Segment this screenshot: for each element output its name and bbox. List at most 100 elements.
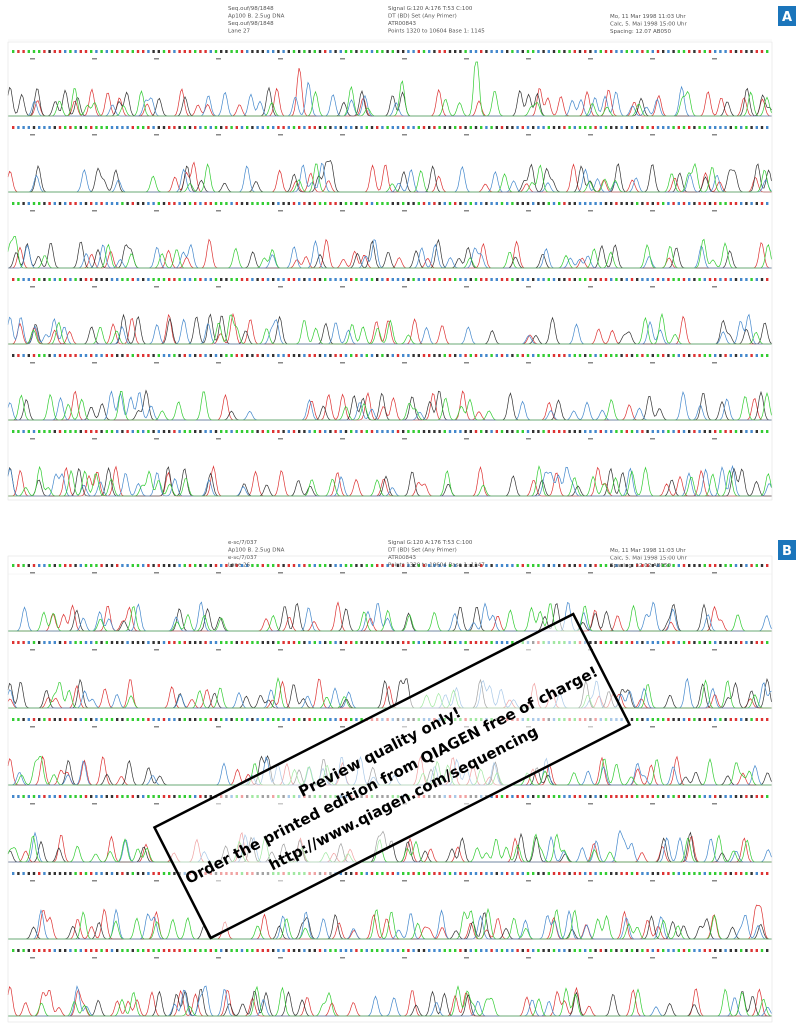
base-call xyxy=(152,50,155,53)
base-call xyxy=(266,564,270,567)
base-call xyxy=(209,430,212,433)
base-call xyxy=(625,202,628,205)
base-call xyxy=(433,641,436,644)
base-call xyxy=(636,126,639,129)
base-call xyxy=(412,872,415,875)
base-call xyxy=(677,641,680,644)
base-call xyxy=(292,949,296,952)
base-call xyxy=(698,126,701,129)
base-call xyxy=(256,564,259,567)
position-mark xyxy=(712,286,717,288)
base-call xyxy=(547,202,550,205)
base-call xyxy=(105,126,108,129)
base-call xyxy=(454,50,457,53)
base-call xyxy=(381,126,384,129)
base-call xyxy=(240,354,244,357)
base-call xyxy=(339,718,342,721)
base-call xyxy=(516,949,519,952)
trace xyxy=(8,601,772,632)
base-call xyxy=(256,949,259,952)
base-call xyxy=(760,564,764,567)
position-mark xyxy=(216,957,221,959)
base-call xyxy=(552,564,556,567)
base-call xyxy=(599,126,602,129)
base-call xyxy=(136,949,140,952)
base-call xyxy=(521,949,524,952)
base-call xyxy=(157,430,160,433)
base-call xyxy=(121,795,124,798)
base-call xyxy=(22,872,25,875)
base-call xyxy=(235,126,238,129)
base-call xyxy=(766,795,769,798)
base-call xyxy=(480,202,483,205)
base-call xyxy=(615,278,618,281)
base-call xyxy=(100,430,103,433)
base-call xyxy=(672,795,675,798)
base-call xyxy=(521,564,524,567)
base-call xyxy=(563,430,566,433)
base-call xyxy=(719,564,722,567)
base-call xyxy=(121,641,124,644)
base-call xyxy=(766,126,769,129)
base-call xyxy=(386,50,389,53)
base-call xyxy=(251,430,254,433)
position-mark xyxy=(712,362,717,364)
base-call xyxy=(417,126,420,129)
base-call xyxy=(506,430,509,433)
base-call xyxy=(79,795,82,798)
base-call xyxy=(662,949,665,952)
position-mark xyxy=(278,210,283,212)
base-call xyxy=(69,872,72,875)
base-call xyxy=(714,50,717,53)
base-call xyxy=(95,278,98,281)
base-call xyxy=(740,430,743,433)
base-call xyxy=(69,430,72,433)
base-call xyxy=(152,795,155,798)
base-call xyxy=(105,795,108,798)
base-call xyxy=(43,564,46,567)
base-call xyxy=(142,795,145,798)
base-call xyxy=(755,795,758,798)
base-call xyxy=(656,949,660,952)
base-call xyxy=(360,564,363,567)
base-call xyxy=(178,278,181,281)
base-call xyxy=(287,564,290,567)
base-call xyxy=(142,50,145,53)
base-call xyxy=(604,430,608,433)
base-call xyxy=(625,278,628,281)
base-call xyxy=(662,795,665,798)
base-call xyxy=(672,278,675,281)
base-call xyxy=(547,430,550,433)
base-call xyxy=(448,202,452,205)
base-call xyxy=(157,641,160,644)
base-call xyxy=(428,641,431,644)
position-mark xyxy=(464,134,469,136)
base-call xyxy=(168,872,171,875)
base-call xyxy=(334,126,337,129)
base-call xyxy=(43,50,46,53)
position-mark xyxy=(340,726,345,728)
base-call xyxy=(438,126,441,129)
base-call xyxy=(12,354,15,357)
base-call xyxy=(589,949,592,952)
base-call xyxy=(459,126,462,129)
base-call xyxy=(708,949,712,952)
base-call xyxy=(719,50,722,53)
panel-label: B xyxy=(782,544,792,559)
base-call xyxy=(615,50,618,53)
position-mark xyxy=(216,572,221,574)
base-call xyxy=(277,949,280,952)
base-call xyxy=(303,50,306,53)
base-call xyxy=(542,795,545,798)
base-call xyxy=(719,641,722,644)
base-call xyxy=(490,795,493,798)
base-call xyxy=(755,949,758,952)
base-call xyxy=(173,795,176,798)
base-call xyxy=(308,430,311,433)
base-call xyxy=(740,795,743,798)
base-call xyxy=(32,564,36,567)
base-call xyxy=(407,126,410,129)
base-call xyxy=(604,278,608,281)
base-call xyxy=(443,354,446,357)
